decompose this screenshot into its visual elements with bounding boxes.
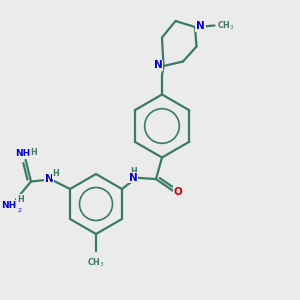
Text: $_2$: $_2$: [16, 206, 22, 215]
Text: NH: NH: [1, 201, 16, 210]
Text: N: N: [196, 21, 205, 32]
Text: H: H: [52, 169, 59, 178]
Text: O: O: [173, 187, 182, 197]
Text: NH: NH: [16, 149, 31, 158]
Text: N: N: [128, 172, 137, 183]
Text: N: N: [45, 174, 53, 184]
Text: CH$_3$: CH$_3$: [217, 19, 235, 32]
Text: CH$_3$: CH$_3$: [87, 257, 105, 269]
Text: N: N: [154, 60, 163, 70]
Text: H: H: [31, 148, 38, 157]
Text: H: H: [17, 195, 24, 204]
Text: H: H: [130, 167, 137, 176]
